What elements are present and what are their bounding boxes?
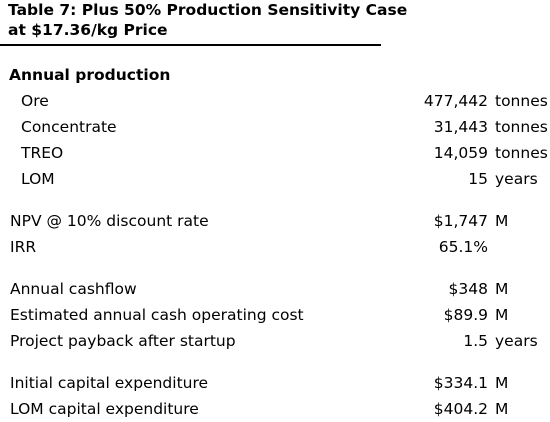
table-row-npv: NPV @ 10% discount rate $1,747 M <box>0 208 550 234</box>
table-row-initial-capex: Initial capital expenditure $334.1 M <box>0 370 550 396</box>
table-row-payback: Project payback after startup 1.5 years <box>0 328 550 354</box>
row-value: 14,059 <box>433 144 488 162</box>
row-unit: M <box>495 280 509 298</box>
row-label: LOM capital expenditure <box>10 400 199 418</box>
row-value: $404.2 <box>433 400 488 418</box>
row-unit: M <box>495 212 509 230</box>
table-title-line-2: at $17.36/kg Price <box>8 21 168 39</box>
table-row-irr: IRR 65.1% <box>0 234 550 260</box>
title-underline <box>0 44 381 46</box>
row-value: 1.5 <box>463 332 488 350</box>
row-value: $89.9 <box>443 306 488 324</box>
row-value: $334.1 <box>433 374 488 392</box>
row-label: LOM <box>21 170 55 188</box>
row-label: TREO <box>21 144 64 162</box>
row-label: NPV @ 10% discount rate <box>10 212 209 230</box>
annual-production-heading-row: Annual production <box>0 62 550 88</box>
row-unit: M <box>495 400 509 418</box>
row-unit: M <box>495 306 509 324</box>
table-row-treo: TREO 14,059 tonnes <box>0 140 550 166</box>
row-value: $348 <box>448 280 488 298</box>
table-row-lom: LOM 15 years <box>0 166 550 192</box>
row-value: $1,747 <box>433 212 488 230</box>
table-row-annual-cashflow: Annual cashflow $348 M <box>0 276 550 302</box>
row-value: 31,443 <box>433 118 488 136</box>
table-title: Table 7: Plus 50% Production Sensitivity… <box>8 0 407 40</box>
annual-production-heading: Annual production <box>9 66 171 84</box>
row-unit: years <box>495 332 538 350</box>
row-label: Annual cashflow <box>10 280 137 298</box>
row-label: Project payback after startup <box>10 332 236 350</box>
table-row-ore: Ore 477,442 tonnes <box>0 88 550 114</box>
table-row-concentrate: Concentrate 31,443 tonnes <box>0 114 550 140</box>
row-unit: tonnes <box>495 118 548 136</box>
table-title-line-1: Table 7: Plus 50% Production Sensitivity… <box>8 1 408 19</box>
row-label: IRR <box>10 238 37 256</box>
table-row-operating-cost: Estimated annual cash operating cost $89… <box>0 302 550 328</box>
table-row-lom-capex: LOM capital expenditure $404.2 M <box>0 396 550 422</box>
row-unit: tonnes <box>495 92 548 110</box>
row-value: 15 <box>468 170 488 188</box>
row-value: 65.1% <box>438 238 488 256</box>
row-unit: years <box>495 170 538 188</box>
row-label: Concentrate <box>21 118 117 136</box>
row-unit: tonnes <box>495 144 548 162</box>
row-value: 477,442 <box>423 92 488 110</box>
row-label: Initial capital expenditure <box>10 374 209 392</box>
row-label: Estimated annual cash operating cost <box>10 306 304 324</box>
row-label: Ore <box>21 92 49 110</box>
row-unit: M <box>495 374 509 392</box>
